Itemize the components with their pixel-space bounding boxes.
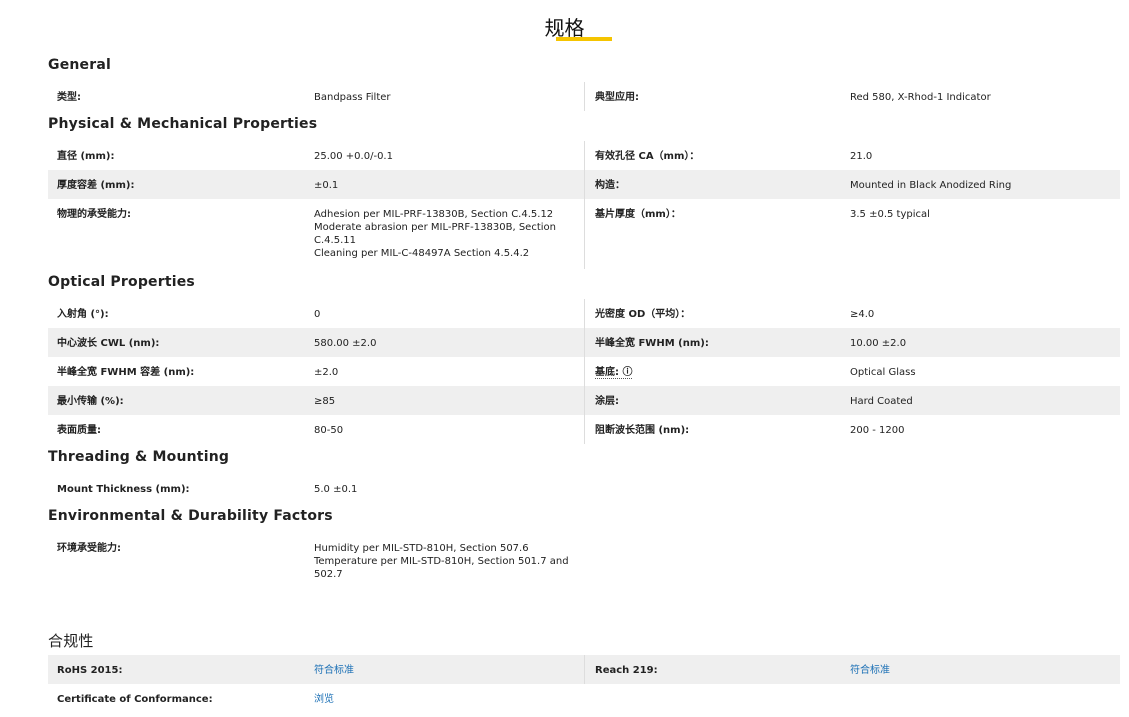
spec-value: Bandpass Filter (314, 82, 584, 104)
value-line: ±0.1 (314, 180, 339, 191)
spec-label: 构造： (584, 170, 850, 199)
value-line: 符合标准 (314, 665, 354, 676)
spec-value: Adhesion per MIL-PRF-13830B, Section C.4… (314, 199, 584, 260)
spec-value-link[interactable]: 符合标准 (850, 665, 890, 676)
value-line: 0 (314, 309, 321, 320)
spec-label: 典型应用: (584, 82, 850, 111)
section-heading: Optical Properties (48, 274, 195, 290)
spec-label: 阻断波长范围 (nm): (584, 415, 850, 444)
spec-label-text: 基底: ⓘ (595, 367, 633, 379)
spec-row: 直径 (mm): 25.00 +0.0/-0.1 有效孔径 CA（mm）： 21.0 (48, 141, 1120, 170)
value-line: Cleaning per MIL-C-48497A Section 4.5.4.… (314, 248, 530, 259)
spec-value: Humidity per MIL-STD-810H, Section 507.6… (314, 533, 584, 581)
spec-value: Optical Glass (850, 367, 916, 378)
spec-value-link[interactable]: 符合标准 (314, 655, 584, 677)
spec-label-text: Reach 219: (595, 665, 658, 676)
spec-value: 0 (314, 299, 584, 321)
spec-row: 表面质量: 80-50 阻断波长范围 (nm): 200 - 1200 (48, 415, 1120, 444)
spec-row: 半峰全宽 FWHM 容差 (nm): ±2.0 基底: ⓘ Optical Glass (48, 357, 1120, 386)
spec-label: 半峰全宽 FWHM 容差 (nm): (57, 367, 195, 378)
spec-value: Red 580, X-Rhod-1 Indicator (850, 92, 991, 103)
spec-label-text: 有效孔径 CA（mm）： (595, 151, 700, 162)
value-line: Adhesion per MIL-PRF-13830B, Section C.4… (314, 209, 554, 220)
spec-value: 21.0 (850, 151, 873, 162)
spec-label-text: 半峰全宽 FWHM (nm): (595, 338, 709, 349)
section-heading: Physical & Mechanical Properties (48, 116, 318, 132)
spec-row: RoHS 2015: 符合标准 Reach 219: 符合标准 (48, 655, 1120, 684)
spec-row: 入射角 (°): 0 光密度 OD（平均）： ≥4.0 (48, 299, 1120, 328)
spec-row: Mount Thickness (mm): 5.0 ±0.1 (48, 474, 1120, 503)
spec-value: ±0.1 (314, 170, 584, 192)
spec-value: ±2.0 (314, 357, 584, 379)
value-line: Bandpass Filter (314, 92, 391, 103)
spec-label: 中心波长 CWL (nm): (57, 338, 160, 349)
spec-value: ≥4.0 (850, 309, 875, 320)
spec-value-link[interactable]: 浏览 (314, 684, 584, 706)
page-title: 规格 (544, 16, 585, 40)
spec-value: 580.00 ±2.0 (314, 328, 584, 350)
spec-row: 最小传输 (%): ≥85 涂层: Hard Coated (48, 386, 1120, 415)
spec-label: 环境承受能力: (57, 543, 121, 554)
spec-value: Mounted in Black Anodized Ring (850, 180, 1012, 191)
value-line: 浏览 (314, 694, 334, 705)
section-heading: Environmental & Durability Factors (48, 508, 333, 524)
title-underline (556, 37, 612, 41)
value-line: Temperature per MIL-STD-810H, Section 50… (314, 556, 569, 580)
spec-row: 环境承受能力: Humidity per MIL-STD-810H, Sectio… (48, 533, 1120, 603)
spec-label-text: 光密度 OD（平均）： (595, 309, 691, 320)
spec-value: 3.5 ±0.5 typical (850, 209, 930, 220)
value-line: Humidity per MIL-STD-810H, Section 507.6 (314, 543, 529, 554)
spec-label: 最小传输 (%): (57, 396, 124, 407)
spec-label: 入射角 (°): (57, 309, 109, 320)
section-heading: General (48, 57, 111, 73)
spec-value: 200 - 1200 (850, 425, 905, 436)
value-line: 80-50 (314, 425, 344, 436)
spec-value: 5.0 ±0.1 (314, 474, 584, 496)
spec-label: 半峰全宽 FWHM (nm): (584, 328, 850, 357)
spec-label-text: 基片厚度（mm）： (595, 209, 681, 220)
spec-label: 物理的承受能力: (57, 209, 131, 220)
value-line: 580.00 ±2.0 (314, 338, 377, 349)
value-line: ±2.0 (314, 367, 339, 378)
spec-label: 有效孔径 CA（mm）： (584, 141, 850, 170)
spec-row: Certificate of Conformance: 浏览 (48, 684, 1120, 713)
spec-value: Hard Coated (850, 396, 913, 407)
spec-label-text: 涂层: (595, 396, 619, 407)
spec-value: 25.00 +0.0/-0.1 (314, 141, 584, 163)
spec-label: 直径 (mm): (57, 151, 115, 162)
spec-value: ≥85 (314, 386, 584, 408)
spec-label: 厚度容差 (mm): (57, 180, 135, 191)
value-line: 25.00 +0.0/-0.1 (314, 151, 393, 162)
spec-label: Certificate of Conformance: (57, 694, 213, 705)
spec-value: 10.00 ±2.0 (850, 338, 907, 349)
spec-row: 类型: Bandpass Filter 典型应用: Red 580, X-Rhod-1… (48, 82, 1120, 111)
spec-label: 光密度 OD（平均）： (584, 299, 850, 328)
spec-row: 中心波长 CWL (nm): 580.00 ±2.0 半峰全宽 FWHM (nm):… (48, 328, 1120, 357)
spec-label-text: 阻断波长范围 (nm): (595, 425, 690, 436)
value-line: ≥85 (314, 396, 336, 407)
specs-container: General 类型: Bandpass Filter 典型应用: Red 580, X… (48, 52, 1120, 713)
section-heading: 合规性 (48, 632, 94, 650)
spec-label: 表面质量: (57, 425, 101, 436)
value-line: Moderate abrasion per MIL-PRF-13830B, Se… (314, 222, 556, 246)
section-heading: Threading & Mounting (48, 449, 230, 465)
spec-label-text: 典型应用: (595, 92, 639, 103)
spec-label-text: 构造： (595, 180, 625, 191)
spec-row: 厚度容差 (mm): ±0.1 构造： Mounted in Black Anodiz… (48, 170, 1120, 199)
spec-label: 涂层: (584, 386, 850, 415)
spec-label: RoHS 2015: (57, 665, 123, 676)
spec-value: 80-50 (314, 415, 584, 437)
spec-label: 类型: (57, 92, 81, 103)
spec-row: 物理的承受能力: Adhesion per MIL-PRF-13830B, Sec… (48, 199, 1120, 269)
spec-label[interactable]: 基底: ⓘ (584, 357, 850, 386)
value-line: 5.0 ±0.1 (314, 484, 358, 495)
spec-label: Mount Thickness (mm): (57, 484, 190, 495)
spec-label: Reach 219: (584, 655, 850, 684)
spec-label: 基片厚度（mm）： (584, 199, 850, 269)
